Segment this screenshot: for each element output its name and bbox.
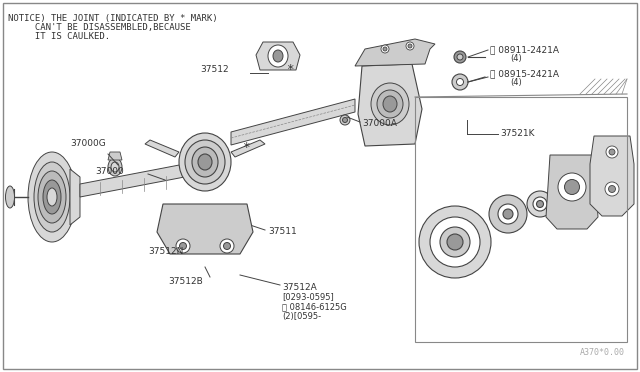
Polygon shape [145,140,179,157]
Ellipse shape [43,180,61,214]
Text: *: * [286,62,294,76]
Polygon shape [358,64,422,146]
Ellipse shape [564,180,579,195]
Text: Ⓦ 08915-2421A: Ⓦ 08915-2421A [490,70,559,78]
Text: 37000: 37000 [95,167,124,176]
Ellipse shape [220,239,234,253]
Ellipse shape [609,149,615,155]
Polygon shape [157,204,253,254]
Text: 37000G: 37000G [70,140,106,148]
Ellipse shape [38,171,66,223]
Ellipse shape [273,50,283,62]
Ellipse shape [383,47,387,51]
Text: Ⓝ 08911-2421A: Ⓝ 08911-2421A [490,45,559,55]
Ellipse shape [536,201,543,208]
Ellipse shape [176,239,190,253]
Ellipse shape [223,243,230,250]
Text: 37512B: 37512B [168,278,203,286]
Text: A370*0.00: A370*0.00 [580,348,625,357]
Ellipse shape [558,173,586,201]
Text: IT IS CAULKED.: IT IS CAULKED. [8,32,110,41]
Ellipse shape [6,186,15,208]
Ellipse shape [342,118,348,122]
Ellipse shape [489,195,527,233]
Ellipse shape [605,182,619,196]
Polygon shape [256,42,300,70]
Ellipse shape [179,133,231,191]
Ellipse shape [527,191,553,217]
Text: 37521K: 37521K [500,129,534,138]
Ellipse shape [371,83,409,125]
Ellipse shape [454,51,466,63]
Ellipse shape [447,234,463,250]
Ellipse shape [503,209,513,219]
Ellipse shape [456,78,463,86]
Text: Ⓑ 08146-6125G: Ⓑ 08146-6125G [282,302,347,311]
Text: 37000A: 37000A [362,119,397,128]
Text: [0293-0595]: [0293-0595] [282,292,333,301]
Polygon shape [590,136,634,216]
Ellipse shape [381,45,389,53]
Polygon shape [355,39,435,66]
Text: *: * [243,141,250,154]
Polygon shape [231,99,355,145]
Ellipse shape [430,217,480,267]
Text: 37511: 37511 [268,228,297,237]
Ellipse shape [179,243,186,250]
Ellipse shape [609,186,616,192]
Ellipse shape [606,146,618,158]
Ellipse shape [457,54,463,60]
Ellipse shape [108,158,122,176]
Ellipse shape [406,42,414,50]
Text: CAN'T BE DISASSEMBLED,BECAUSE: CAN'T BE DISASSEMBLED,BECAUSE [8,23,191,32]
Text: 37512A: 37512A [282,282,317,292]
Ellipse shape [185,140,225,184]
Ellipse shape [47,188,57,206]
Text: 37512: 37512 [200,65,228,74]
Polygon shape [80,162,195,197]
Ellipse shape [440,227,470,257]
Ellipse shape [340,115,350,125]
Ellipse shape [408,44,412,48]
Polygon shape [70,169,80,225]
Text: NOTICE) THE JOINT (INDICATED BY * MARK): NOTICE) THE JOINT (INDICATED BY * MARK) [8,14,218,23]
Ellipse shape [419,206,491,278]
Ellipse shape [377,90,403,118]
Polygon shape [108,152,122,160]
Ellipse shape [192,147,218,177]
Ellipse shape [34,162,70,232]
Text: (2)[0595-: (2)[0595- [282,312,321,321]
Ellipse shape [498,204,518,224]
Ellipse shape [111,162,119,172]
Polygon shape [546,155,598,229]
Ellipse shape [198,154,212,170]
Text: (4): (4) [510,55,522,64]
Polygon shape [231,140,265,157]
Ellipse shape [268,45,288,67]
Ellipse shape [28,152,76,242]
Text: 37512N: 37512N [148,247,184,257]
Ellipse shape [383,96,397,112]
Ellipse shape [452,74,468,90]
Text: (4): (4) [510,78,522,87]
Ellipse shape [533,197,547,211]
